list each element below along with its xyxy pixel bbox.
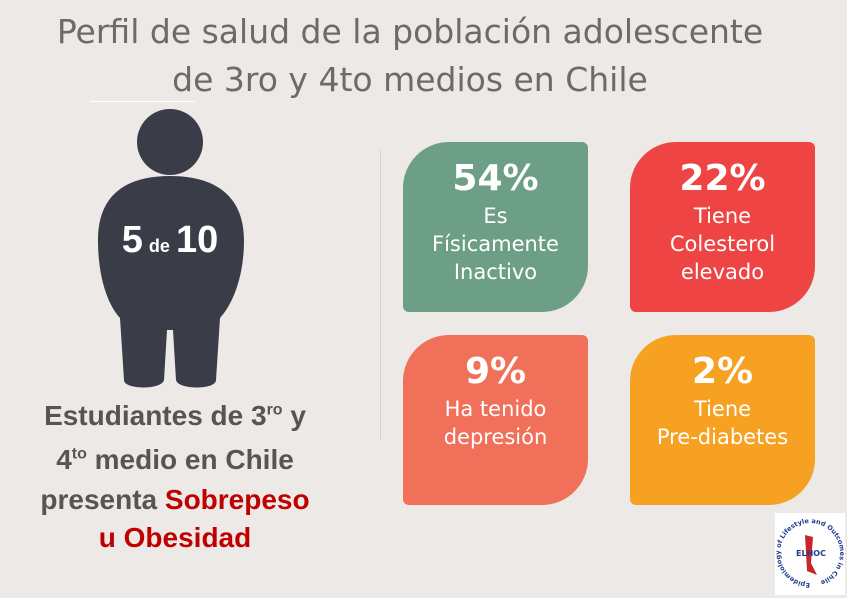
stat-card: 2% Tiene Pre-diabetes bbox=[630, 335, 815, 505]
stat-label: Físicamente bbox=[432, 232, 559, 256]
title: de 3ro y 4to medios en Chile bbox=[172, 60, 648, 99]
figure-number: 5 bbox=[122, 219, 143, 261]
caption-text: presenta bbox=[40, 484, 165, 515]
stat-card: 9% Ha tenido depresión bbox=[403, 335, 588, 505]
stat-label: depresión bbox=[443, 425, 548, 449]
caption-line: 4to medio en Chile bbox=[0, 444, 350, 476]
caption-line: presenta Sobrepeso bbox=[0, 484, 350, 516]
stat-card: 22% Tiene Colesterol elevado bbox=[630, 142, 815, 312]
logo: Epidemiology of Lifestyle and Outcomes i… bbox=[775, 513, 845, 595]
stat-card: 54% Es Físicamente Inactivo bbox=[403, 142, 588, 312]
caption-line: Estudiantes de 3ro y bbox=[0, 400, 350, 432]
stat-percent: 2% bbox=[691, 351, 754, 392]
divider bbox=[90, 101, 195, 102]
caption-line: u Obesidad bbox=[0, 522, 350, 554]
stat-label: Es bbox=[483, 204, 508, 228]
stat-label: Inactivo bbox=[453, 260, 538, 284]
figure-number: 10 bbox=[176, 219, 218, 261]
divider bbox=[380, 150, 381, 440]
caption-highlight: Sobrepeso bbox=[164, 484, 310, 515]
stat-label: Ha tenido bbox=[444, 397, 547, 421]
stat-percent: 9% bbox=[464, 351, 527, 392]
silhouette: 5 de 10 bbox=[98, 109, 244, 388]
stat-label: Pre-diabetes bbox=[656, 425, 789, 449]
caption-text: y bbox=[282, 400, 306, 431]
caption-text: Estudiantes de 3 bbox=[44, 400, 267, 431]
caption-sup: to bbox=[71, 445, 87, 463]
logo-acronym: ELHOC bbox=[796, 549, 826, 558]
title: Perfil de salud de la población adolesce… bbox=[56, 12, 764, 51]
stat-label: Tiene bbox=[693, 204, 752, 228]
stat-label: Colesterol bbox=[669, 232, 776, 256]
stat-percent: 54% bbox=[452, 158, 539, 199]
figure-connector: de bbox=[149, 236, 170, 256]
caption-sup: ro bbox=[266, 401, 283, 419]
caption-highlight: u Obesidad bbox=[98, 522, 252, 553]
caption-text: medio en Chile bbox=[86, 444, 294, 475]
stat-label: Tiene bbox=[693, 397, 752, 421]
stat-percent: 22% bbox=[679, 158, 766, 199]
caption-text: 4 bbox=[56, 444, 72, 475]
stat-label: elevado bbox=[680, 260, 765, 284]
